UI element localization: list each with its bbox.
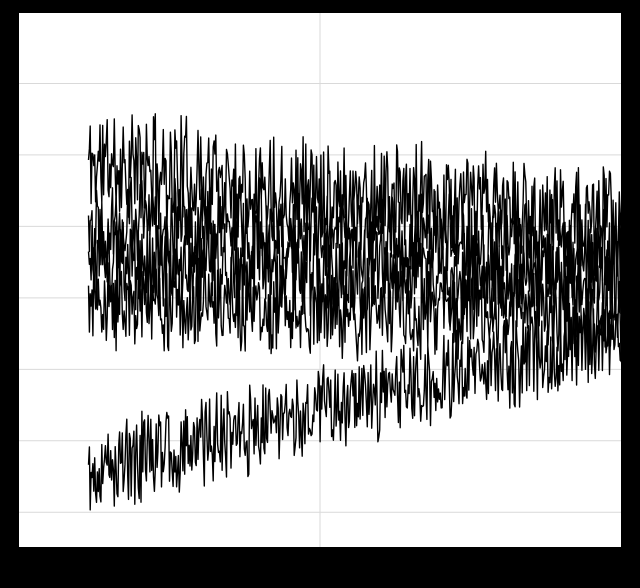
noise-line-chart [0,0,640,588]
chart-svg [0,0,640,588]
